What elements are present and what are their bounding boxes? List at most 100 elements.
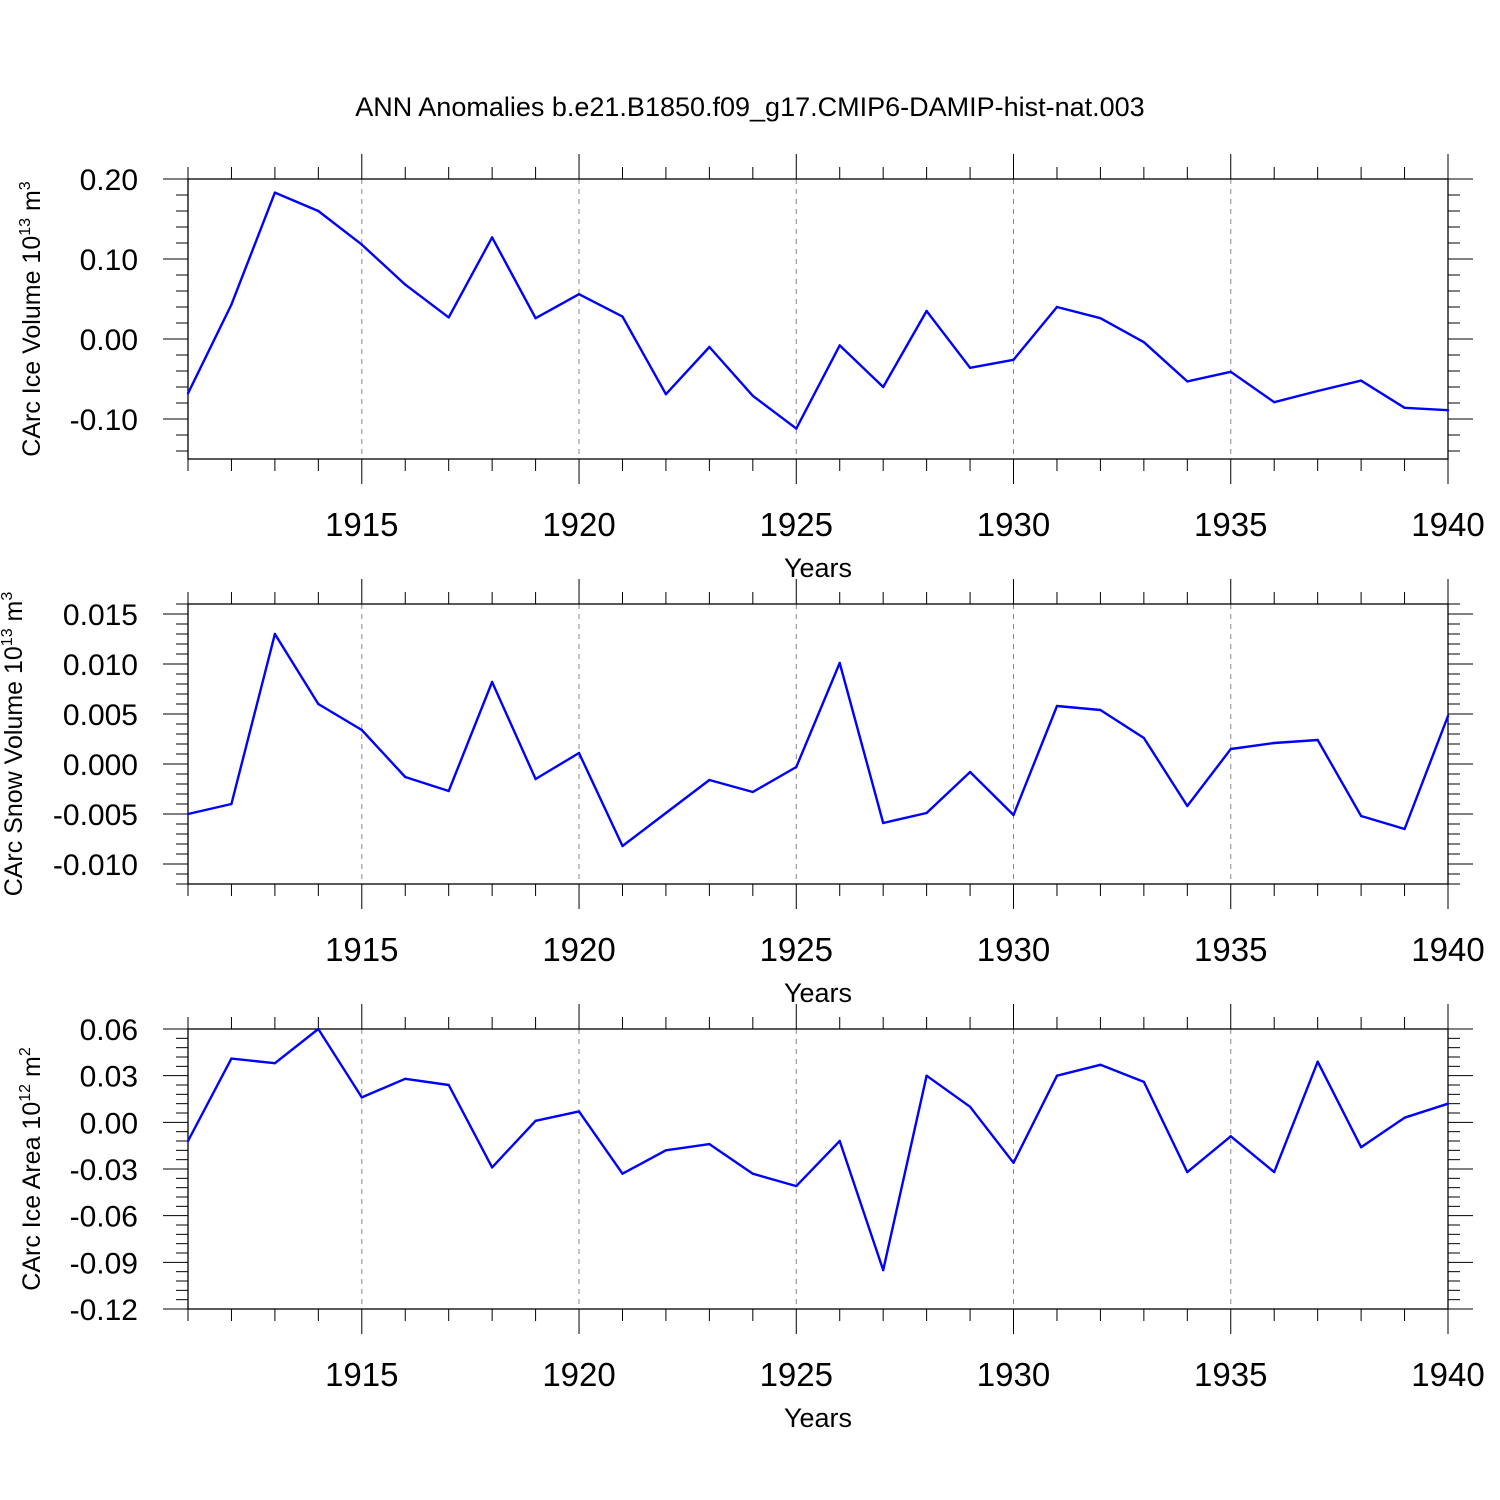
data-point <box>838 1139 841 1143</box>
data-point <box>968 366 972 369</box>
data-point <box>404 775 407 779</box>
x-tick-label: 1930 <box>977 931 1050 968</box>
data-point <box>360 1096 363 1099</box>
data-point <box>404 1077 407 1080</box>
y-tick-label: -0.005 <box>53 799 138 832</box>
data-point <box>708 345 711 349</box>
data-point <box>577 751 581 755</box>
y-tick-label: 0.06 <box>80 1014 138 1047</box>
data-point <box>1012 813 1015 817</box>
data-point <box>1055 704 1059 708</box>
data-point <box>360 243 363 246</box>
data-series-line <box>186 1027 1449 1272</box>
data-point <box>1099 708 1102 712</box>
data-point <box>968 1105 972 1108</box>
data-point <box>1012 358 1015 361</box>
y-tick-label: -0.06 <box>70 1201 138 1234</box>
data-point <box>925 1074 928 1077</box>
data-point <box>447 316 450 319</box>
y-tick-label: -0.10 <box>70 404 138 437</box>
data-point <box>881 821 885 825</box>
y-tick-label: 0.00 <box>80 1107 138 1140</box>
data-point <box>1316 738 1319 742</box>
y-tick-label: 0.015 <box>63 599 138 632</box>
data-point <box>751 1172 755 1175</box>
x-tick-label: 1920 <box>542 931 615 968</box>
data-point <box>447 1083 450 1087</box>
y-axis-label-unit-exponent: 3 <box>0 592 16 601</box>
x-tick-label: 1920 <box>542 1356 615 1393</box>
data-point <box>664 1149 668 1152</box>
x-tick-label: 1925 <box>760 931 833 968</box>
x-tick-label: 1935 <box>1194 931 1267 968</box>
x-tick-label: 1915 <box>325 931 398 968</box>
data-point <box>490 236 494 239</box>
plot-frame <box>187 1028 1449 1310</box>
data-point <box>360 728 363 732</box>
data-point <box>795 427 798 430</box>
x-tick-label: 1930 <box>977 506 1050 543</box>
data-point <box>925 309 928 313</box>
data-point <box>708 1142 711 1146</box>
data-point <box>1055 1074 1059 1077</box>
data-point <box>621 315 624 318</box>
data-point <box>1316 1060 1319 1063</box>
data-point <box>1273 401 1276 404</box>
data-point <box>273 632 277 636</box>
data-point <box>1403 827 1406 831</box>
data-point <box>230 802 233 806</box>
panels-container: 0.20 0.10 0.00 -0.10 1915 1920 1925 1930 1935 194… <box>0 154 1485 1433</box>
data-point <box>795 1184 798 1188</box>
data-point <box>230 1057 233 1060</box>
x-tick-label: 1940 <box>1411 1356 1484 1393</box>
chart-panel-2: 0.015 0.010 0.005 0.000 -0.005 -0.010 1915 1920… <box>0 579 1485 1008</box>
data-point <box>317 209 320 213</box>
x-tick-label: 1915 <box>325 506 398 543</box>
data-point <box>1403 1116 1406 1119</box>
data-point <box>1316 389 1319 393</box>
data-point <box>664 393 668 396</box>
y-tick-label: 0.10 <box>80 244 138 277</box>
data-point <box>1229 747 1232 751</box>
data-point <box>1359 1146 1363 1149</box>
data-point <box>186 812 190 816</box>
data-point <box>881 1268 885 1272</box>
data-point <box>186 392 190 395</box>
x-tick-label: 1935 <box>1194 506 1267 543</box>
x-axis-label: Years <box>784 1403 852 1433</box>
data-point <box>968 770 972 774</box>
y-axis-label-text: CArc Ice Area 10 <box>18 1102 46 1291</box>
data-point <box>1186 1170 1189 1174</box>
data-point <box>230 303 233 306</box>
plot-frame <box>187 178 1449 460</box>
y-tick-label: 0.20 <box>80 164 138 197</box>
data-point <box>534 777 537 781</box>
y-axis-label-unit: m <box>18 190 46 218</box>
y-tick-label: 0.00 <box>80 324 138 357</box>
y-axis-label-text: CArc Snow Volume 10 <box>0 646 28 896</box>
data-point <box>1446 1102 1450 1105</box>
data-point <box>1186 804 1189 808</box>
data-point <box>751 394 755 397</box>
chart-title: ANN Anomalies b.e21.B1850.f09_g17.CMIP6-… <box>355 92 1144 122</box>
x-axis-label: Years <box>784 978 852 1008</box>
chart-panel-3: 0.06 0.03 0.00 -0.03 -0.06 -0.09 -0.12 1915 1920… <box>17 1004 1485 1433</box>
data-point <box>534 317 537 320</box>
y-axis-label-exponent: 13 <box>17 218 34 236</box>
data-point <box>1229 370 1232 373</box>
data-point <box>795 765 798 769</box>
y-tick-label: -0.03 <box>70 1154 138 1187</box>
data-point <box>621 1172 624 1175</box>
y-axis-label: CArc Ice Area 1012 m2 <box>17 1047 46 1291</box>
y-axis-label-exponent: 13 <box>0 628 16 646</box>
data-point <box>1142 341 1146 344</box>
data-point <box>925 811 928 815</box>
data-point <box>273 191 277 194</box>
data-point <box>664 811 668 815</box>
y-axis-label-unit: m <box>0 601 28 629</box>
data-point <box>186 1139 190 1143</box>
data-point <box>1359 814 1363 818</box>
y-tick-label: 0.010 <box>63 649 138 682</box>
data-point <box>577 1110 581 1113</box>
y-axis-label-unit: m <box>18 1056 46 1084</box>
